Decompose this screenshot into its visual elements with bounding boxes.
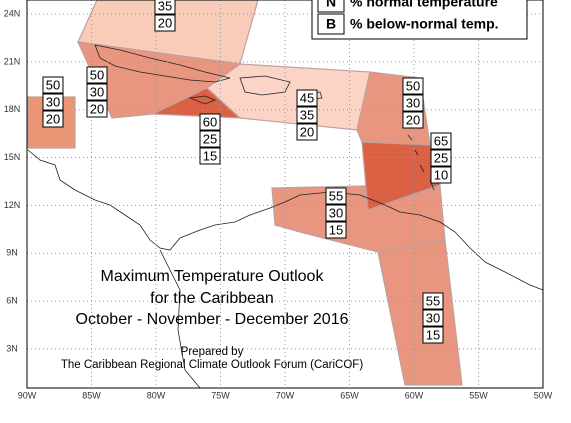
value-box	[422, 309, 444, 327]
value-box	[422, 292, 444, 310]
x-tick-label: 85W	[82, 390, 101, 400]
value-box	[199, 147, 221, 165]
value-box	[296, 123, 318, 141]
value-box	[325, 187, 347, 205]
probability-label: 20	[46, 111, 60, 126]
value-box	[430, 166, 452, 184]
legend-key: B	[326, 16, 336, 32]
title-line: for the Caribbean	[150, 290, 274, 307]
probability-label: 25	[203, 131, 217, 146]
value-box	[86, 66, 108, 84]
y-tick-label: 15N	[4, 152, 21, 162]
probability-label: 20	[158, 15, 172, 30]
value-box	[296, 89, 318, 107]
y-tick-label: 24N	[4, 8, 21, 18]
x-tick-label: 55W	[469, 390, 488, 400]
y-tick-label: 3N	[6, 343, 18, 353]
probability-label: 20	[90, 101, 104, 116]
value-box	[42, 76, 64, 94]
y-tick-label: 18N	[4, 104, 21, 114]
x-tick-label: 50W	[534, 390, 553, 400]
y-tick-label: 6N	[6, 295, 18, 305]
probability-label: 50	[406, 78, 420, 93]
probability-label: 65	[434, 133, 448, 148]
probability-label: 35	[158, 0, 172, 13]
x-tick-label: 65W	[340, 390, 359, 400]
legend-box	[311, 0, 528, 40]
probability-label: 10	[434, 167, 448, 182]
map-frame	[26, 0, 544, 389]
value-box	[154, 14, 176, 32]
probability-label: 30	[406, 95, 420, 110]
value-box	[296, 106, 318, 124]
value-box	[430, 132, 452, 150]
probability-label: 20	[406, 112, 420, 127]
value-box	[325, 221, 347, 239]
outlook-region	[361, 141, 441, 211]
x-tick-label: 60W	[405, 390, 424, 400]
legend-key: N	[326, 0, 336, 10]
value-box	[199, 130, 221, 148]
probability-label: 35	[300, 107, 314, 122]
probability-label: 15	[426, 327, 440, 342]
probability-label: 55	[329, 188, 343, 203]
probability-label: 30	[329, 205, 343, 220]
y-tick-label: 9N	[6, 248, 18, 258]
legend-key-box	[317, 0, 345, 13]
value-box	[402, 94, 424, 112]
value-box	[422, 326, 444, 344]
value-box	[199, 113, 221, 131]
y-tick-label: 12N	[4, 200, 21, 210]
probability-label: 55	[426, 293, 440, 308]
legend-label: % below-normal temp.	[350, 16, 499, 32]
probability-label: 30	[426, 310, 440, 325]
value-box	[430, 149, 452, 167]
x-tick-label: 75W	[211, 390, 230, 400]
probability-label: 30	[46, 94, 60, 109]
probability-label: 25	[434, 150, 448, 165]
legend-label: % normal temperature	[350, 0, 498, 10]
title-line: Maximum Temperature Outlook	[101, 268, 325, 285]
value-box	[86, 83, 108, 101]
credit-line: The Caribbean Regional Climate Outlook F…	[61, 359, 363, 371]
probability-label: 30	[90, 84, 104, 99]
value-box	[402, 77, 424, 95]
x-tick-label: 90W	[18, 390, 37, 400]
legend-key-box	[317, 13, 345, 35]
credit-line: Prepared by	[181, 346, 244, 358]
probability-label: 45	[300, 90, 314, 105]
value-box	[42, 110, 64, 128]
x-tick-label: 70W	[276, 390, 295, 400]
probability-label: 50	[90, 67, 104, 82]
x-tick-label: 80W	[147, 390, 166, 400]
probability-label: 60	[203, 114, 217, 129]
value-box	[402, 111, 424, 129]
value-box	[154, 0, 176, 15]
value-box	[325, 204, 347, 222]
probability-label: 50	[46, 77, 60, 92]
probability-label: 15	[329, 222, 343, 237]
value-box	[86, 100, 108, 118]
y-tick-label: 21N	[4, 56, 21, 66]
probability-label: 20	[300, 124, 314, 139]
title-line: October - November - December 2016	[76, 311, 349, 328]
probability-label: 15	[203, 148, 217, 163]
value-box	[42, 93, 64, 111]
